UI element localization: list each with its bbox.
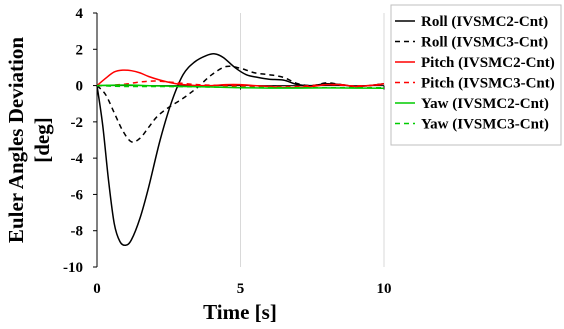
y-tick-label-5: -6 — [71, 187, 84, 203]
series-line-1 — [96, 65, 385, 143]
grid — [240, 13, 385, 267]
x-tick-label-0: 0 — [93, 281, 101, 297]
legend: Roll (IVSMC2-Cnt) Roll (IVSMC3-Cnt) Pitch … — [390, 4, 562, 146]
legend-label-0: Roll (IVSMC2-Cnt) — [421, 14, 548, 30]
legend-label-1: Roll (IVSMC3-Cnt) — [421, 35, 548, 51]
y-tick-label-6: -8 — [71, 224, 84, 240]
legend-label-2: Pitch (IVSMC2-Cnt) — [421, 55, 555, 71]
x-tick-label-2: 10 — [377, 281, 392, 297]
y-tick-label-7: -10 — [63, 260, 83, 276]
series-line-2 — [96, 69, 385, 89]
series-line-3 — [96, 80, 385, 88]
tick-labels: 4 2 0 -2 -4 -6 -8 -10 0 5 10 — [63, 6, 392, 297]
legend-label-5: Yaw (IVSMC3-Cnt) — [421, 117, 549, 133]
legend-label-3: Pitch (IVSMC3-Cnt) — [421, 76, 555, 92]
series-line-5 — [96, 84, 384, 89]
y-tick-label-0: 4 — [76, 6, 84, 22]
y-tick-label-3: -2 — [71, 115, 84, 131]
series-line-0 — [96, 53, 385, 247]
y-tick-label-1: 2 — [76, 42, 84, 58]
y-tick-label-2: 0 — [76, 79, 84, 95]
y-tick-label-4: -4 — [71, 151, 84, 167]
y-axis-label-line2: [deg] — [30, 117, 54, 163]
x-tick-label-1: 5 — [237, 281, 245, 297]
legend-box — [390, 4, 562, 146]
legend-label-4: Yaw (IVSMC2-Cnt) — [421, 96, 549, 112]
series-group — [96, 53, 385, 247]
x-axis-label: Time [s] — [203, 300, 277, 324]
y-axis-label-line1: Euler Angles Deviation — [4, 37, 28, 243]
